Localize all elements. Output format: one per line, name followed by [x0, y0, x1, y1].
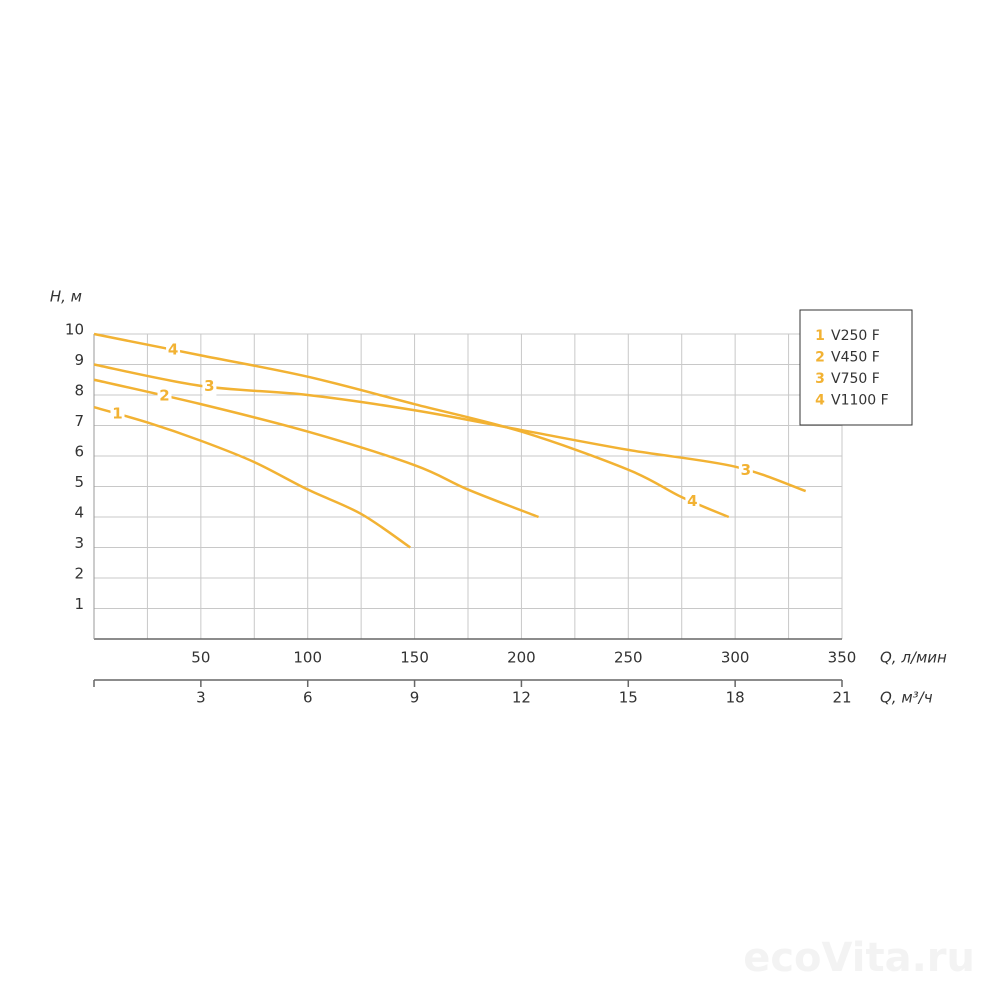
y-tick-label: 10: [65, 321, 84, 339]
curve-label-bg: [157, 386, 172, 405]
x2-tick-label: 9: [410, 689, 420, 707]
y-tick-label: 6: [74, 443, 84, 461]
legend-label: V750 F: [831, 371, 880, 387]
legend-label: V1100 F: [831, 393, 889, 409]
x2-tick-label: 18: [726, 689, 745, 707]
y-tick-label: 2: [74, 565, 84, 583]
x-axis-label: Q, л/мин: [880, 649, 947, 667]
x2-tick-label: 3: [196, 689, 206, 707]
legend-number: 4: [815, 393, 825, 409]
legend-number: 1: [815, 328, 825, 344]
legend-label: V250 F: [831, 328, 880, 344]
curve: [93, 332, 730, 519]
curve-label-bg: [110, 404, 125, 423]
curve-label: 3: [741, 461, 751, 479]
y-tick-label: 9: [74, 351, 84, 369]
curve-label-bg: [166, 340, 181, 359]
x-tick-label: 150: [400, 649, 429, 667]
legend-number: 3: [815, 371, 825, 387]
legend-box: [799, 309, 913, 426]
x-tick-label: 100: [293, 649, 322, 667]
curve-label: 3: [204, 377, 214, 395]
curve-label-bg: [685, 492, 700, 511]
curve-label: 4: [168, 340, 178, 358]
curve-label: 4: [687, 492, 697, 510]
x-tick-label: 50: [191, 649, 210, 667]
y-tick-label: 8: [74, 382, 84, 400]
curve-label: 2: [159, 386, 169, 404]
y-tick-label: 5: [74, 473, 84, 491]
x2-tick-label: 15: [619, 689, 638, 707]
y-axis-label: H, м: [50, 288, 82, 306]
x2-tick-label: 12: [512, 689, 531, 707]
curve: [93, 405, 412, 549]
curve-label: 1: [112, 404, 122, 422]
y-tick-label: 7: [74, 412, 84, 430]
legend-label: V450 F: [831, 350, 880, 366]
x-tick-label: 200: [507, 649, 536, 667]
curve-label-bg: [202, 377, 217, 396]
watermark: ecoVita.ru: [743, 935, 975, 981]
x-tick-label: 300: [721, 649, 750, 667]
y-tick-label: 1: [74, 595, 84, 613]
curve-label-bg: [738, 461, 753, 480]
legend-number: 2: [815, 350, 825, 366]
y-tick-label: 4: [74, 504, 84, 522]
x2-tick-label: 6: [303, 689, 313, 707]
x2-tick-label: 21: [832, 689, 851, 707]
y-tick-label: 3: [74, 534, 84, 552]
x-tick-label: 350: [828, 649, 857, 667]
x-tick-label: 250: [614, 649, 643, 667]
x2-axis-label: Q, м³/ч: [880, 689, 933, 707]
curve: [93, 378, 539, 519]
